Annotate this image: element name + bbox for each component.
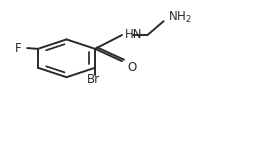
Text: HN: HN [125,28,142,41]
Text: Br: Br [87,73,100,86]
Text: O: O [127,61,137,74]
Text: NH$_2$: NH$_2$ [168,10,191,25]
Text: F: F [15,42,22,55]
